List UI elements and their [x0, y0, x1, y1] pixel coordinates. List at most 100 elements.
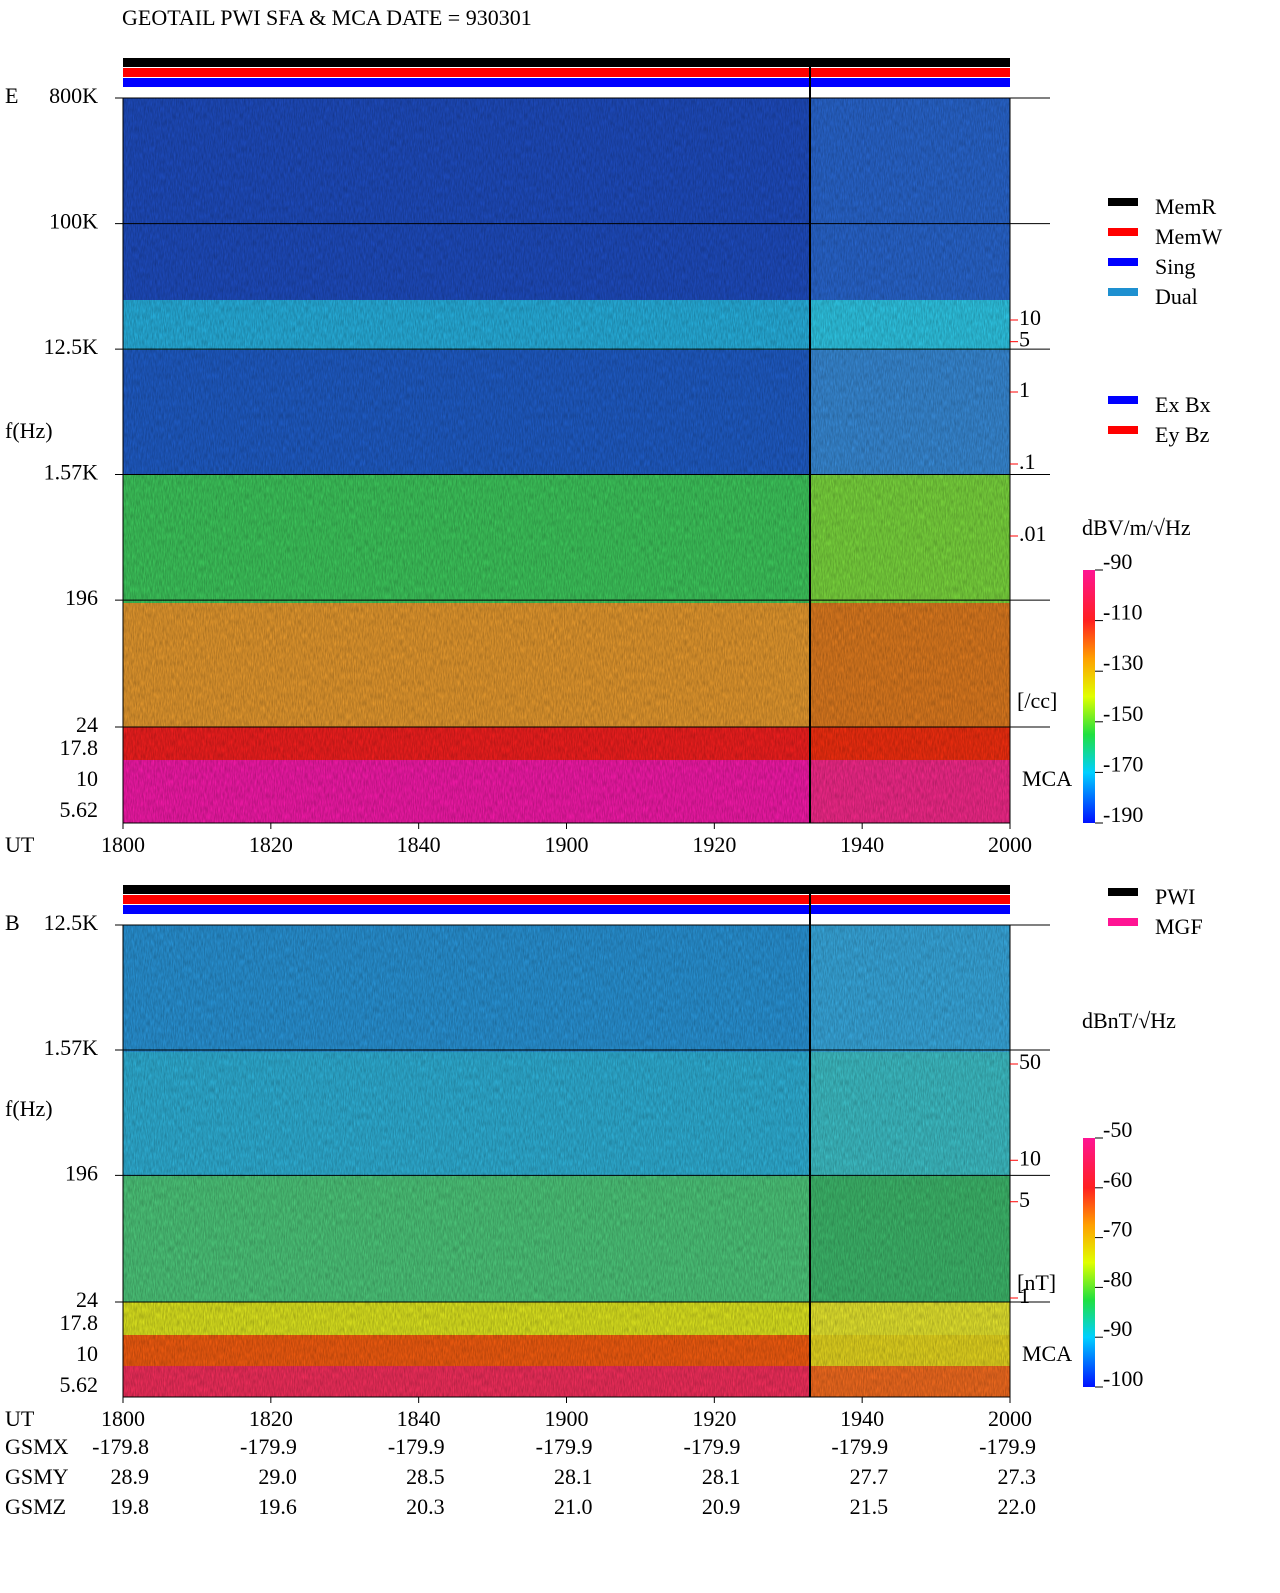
y2-tick-label: 1 — [1019, 1283, 1030, 1308]
mca-label: MCA — [1022, 1341, 1072, 1366]
y-tick-label: 100K — [49, 209, 98, 234]
orbit-value: 22.0 — [998, 1494, 1037, 1519]
x-tick-label: 2000 — [988, 832, 1032, 857]
y-tick-label: 1.57K — [44, 1035, 99, 1060]
page-title: GEOTAIL PWI SFA & MCA DATE = 930301 — [122, 5, 532, 30]
orbit-value: 19.8 — [111, 1494, 150, 1519]
orbit-value: 21.0 — [554, 1494, 593, 1519]
mca-tick-label: 10 — [76, 1341, 98, 1366]
legend-label: Sing — [1155, 254, 1195, 279]
status-bar — [123, 885, 1010, 894]
status-bar — [123, 68, 1010, 77]
orbit-value: 28.9 — [111, 1464, 150, 1489]
legend-swatch — [1108, 888, 1138, 896]
spectrogram-texture — [123, 925, 1010, 1397]
orbit-value: -179.9 — [240, 1434, 297, 1459]
legend-swatch — [1108, 228, 1138, 236]
orbit-value: 19.6 — [258, 1494, 297, 1519]
colorbar-tick-label: -190 — [1103, 802, 1143, 827]
colorbar-tick-label: -110 — [1103, 600, 1143, 625]
legend-label: MemR — [1155, 194, 1216, 219]
legend-swatch — [1108, 426, 1138, 434]
y-tick-label: 12.5K — [44, 910, 99, 935]
colorbar-tick-label: -50 — [1103, 1117, 1132, 1142]
status-bar — [123, 78, 1010, 87]
legend-label: PWI — [1155, 884, 1195, 909]
x-axis-label: UT — [5, 832, 35, 857]
orbit-value: 20.9 — [702, 1494, 741, 1519]
legend-swatch — [1108, 288, 1138, 296]
colorbar-tick-label: -170 — [1103, 751, 1143, 776]
x-tick-label: 2000 — [988, 1406, 1032, 1431]
mca-label: MCA — [1022, 766, 1072, 791]
legend-swatch — [1108, 918, 1138, 926]
orbit-value: -179.9 — [831, 1434, 888, 1459]
legend-label: Ey Bz — [1155, 422, 1210, 447]
orbit-row-label: GSMZ — [5, 1494, 66, 1519]
x-tick-label: 1840 — [397, 832, 441, 857]
orbit-value: 21.5 — [850, 1494, 889, 1519]
y2-tick-label: 50 — [1019, 1049, 1041, 1074]
y-tick-label: 24 — [76, 712, 98, 737]
y2-tick-label: 10 — [1019, 1145, 1041, 1170]
colorbar-tick-label: -150 — [1103, 701, 1143, 726]
panel-label: E — [5, 83, 18, 108]
y2-tick-label: 1 — [1019, 377, 1030, 402]
orbit-row-label: GSMX — [5, 1434, 69, 1459]
orbit-row-label: GSMY — [5, 1464, 69, 1489]
y2-tick-label: .01 — [1019, 521, 1047, 546]
legend-label: Dual — [1155, 284, 1198, 309]
status-bar — [123, 58, 1010, 67]
orbit-value: 29.0 — [258, 1464, 297, 1489]
status-bar — [123, 895, 1010, 904]
y-tick-label: 800K — [49, 83, 98, 108]
colorbar-label: dBnT/√Hz — [1082, 1008, 1176, 1033]
legend-label: Ex Bx — [1155, 392, 1211, 417]
y-tick-label: 1.57K — [44, 460, 99, 485]
y2-tick-label: 10 — [1019, 305, 1041, 330]
y2-tick-label: 5 — [1019, 327, 1030, 352]
y-tick-label: 24 — [76, 1287, 98, 1312]
mca-tick-label: 17.8 — [60, 735, 99, 760]
x-tick-label: 1940 — [840, 832, 884, 857]
orbit-value: 27.3 — [998, 1464, 1037, 1489]
x-tick-label: 1820 — [249, 1406, 293, 1431]
colorbar-tick-label: -90 — [1103, 1316, 1132, 1341]
orbit-value: 20.3 — [406, 1494, 445, 1519]
orbit-value: -179.9 — [388, 1434, 445, 1459]
orbit-value: -179.8 — [92, 1434, 149, 1459]
colorbar — [1083, 1138, 1095, 1387]
x-tick-label: 1940 — [840, 1406, 884, 1431]
colorbar — [1083, 570, 1095, 823]
legend-swatch — [1108, 396, 1138, 404]
mca-tick-label: 10 — [76, 766, 98, 791]
status-bar — [123, 905, 1010, 914]
orbit-value: 28.1 — [702, 1464, 741, 1489]
mca-tick-label: 5.62 — [60, 797, 99, 822]
y2-tick-label: 5 — [1019, 1187, 1030, 1212]
orbit-value: -179.9 — [979, 1434, 1036, 1459]
x-tick-label: 1900 — [545, 1406, 589, 1431]
legend-label: MemW — [1155, 224, 1222, 249]
y-tick-label: 196 — [65, 585, 98, 610]
y-tick-label: 12.5K — [44, 334, 99, 359]
orbit-value: 28.5 — [406, 1464, 445, 1489]
x-tick-label: 1920 — [692, 1406, 736, 1431]
legend-label: MGF — [1155, 914, 1203, 939]
mca-tick-label: 5.62 — [60, 1372, 99, 1397]
x-tick-label: 1820 — [249, 832, 293, 857]
y-axis-label: f(Hz) — [5, 1096, 53, 1121]
mca-tick-label: 17.8 — [60, 1310, 99, 1335]
y2-axis-label: [nT] — [1017, 1270, 1056, 1295]
orbit-value: 28.1 — [554, 1464, 593, 1489]
y-axis-label: f(Hz) — [5, 418, 53, 443]
orbit-value: -179.9 — [536, 1434, 593, 1459]
x-tick-label: 1800 — [101, 832, 145, 857]
x-axis-label: UT — [5, 1406, 35, 1431]
colorbar-tick-label: -70 — [1103, 1217, 1132, 1242]
x-tick-label: 1840 — [397, 1406, 441, 1431]
orbit-value: 27.7 — [850, 1464, 889, 1489]
y2-axis-label: [/cc] — [1017, 688, 1057, 713]
colorbar-tick-label: -80 — [1103, 1266, 1132, 1291]
